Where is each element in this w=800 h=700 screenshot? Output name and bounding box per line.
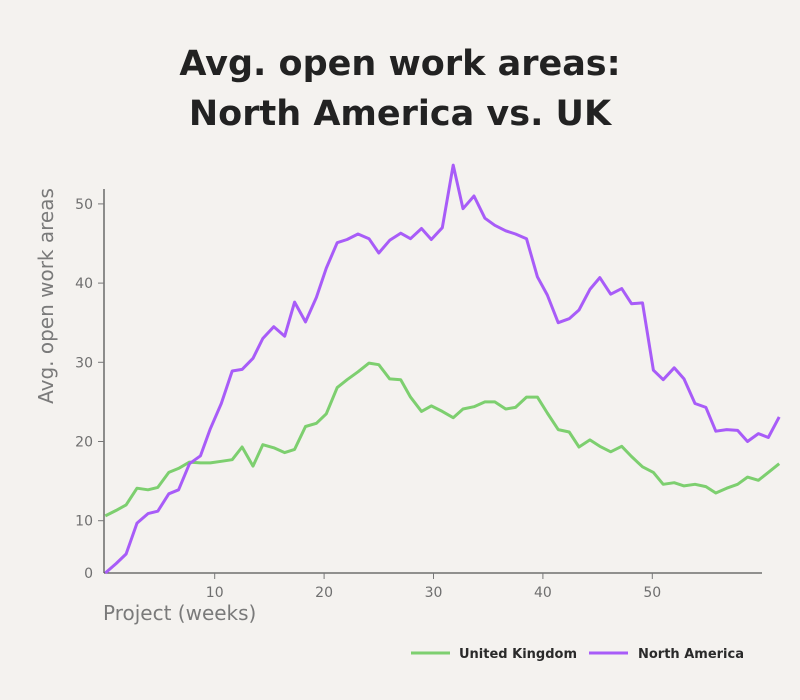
x-tick-label: 40 — [534, 585, 552, 601]
legend: United Kingdom North America — [411, 647, 744, 662]
y-tick-label: 40 — [75, 276, 93, 292]
y-ticks: 0 10 20 30 40 50 — [75, 197, 104, 582]
x-tick-label: 10 — [206, 585, 224, 601]
chart-title-line-2: North America vs. UK — [189, 94, 613, 134]
legend-label-united-kingdom: United Kingdom — [459, 647, 577, 662]
x-ticks: 10 20 30 40 50 — [206, 573, 661, 601]
x-tick-label: 20 — [315, 585, 333, 601]
series-line-north-america — [104, 163, 781, 575]
x-tick-label: 30 — [425, 585, 443, 601]
y-tick-label: 0 — [84, 566, 93, 582]
y-axis-title: Avg. open work areas — [34, 188, 58, 404]
x-axis-title: Project (weeks) — [103, 601, 256, 625]
series-line-united-kingdom — [104, 361, 781, 518]
series-lines — [104, 163, 781, 575]
x-tick-label: 50 — [643, 585, 661, 601]
legend-label-north-america: North America — [638, 647, 744, 662]
chart-title-line-1: Avg. open work areas: — [179, 44, 620, 84]
y-tick-label: 30 — [75, 355, 93, 371]
y-tick-label: 10 — [75, 514, 93, 530]
y-tick-label: 20 — [75, 435, 93, 451]
y-tick-label: 50 — [75, 197, 93, 213]
